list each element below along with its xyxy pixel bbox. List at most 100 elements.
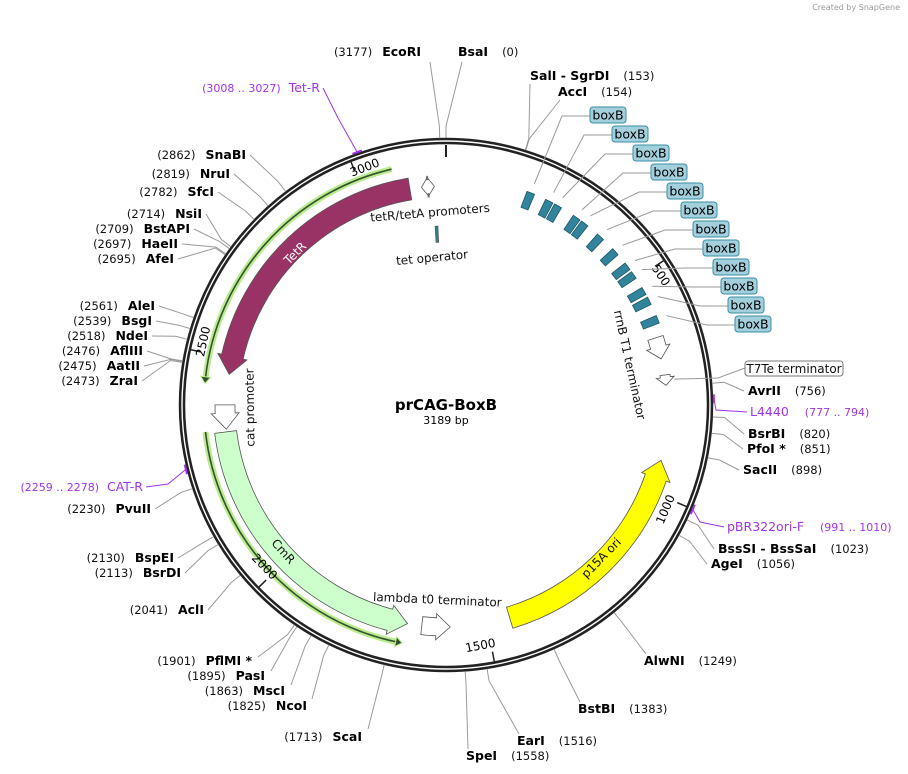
enzyme-site[interactable]: (2130) BspEI (87, 550, 174, 565)
enzyme-site[interactable]: AvrII (756) (748, 383, 826, 398)
enzyme-label[interactable]: (2476) AflIII (62, 343, 143, 358)
feature-rrnb-t1-terminator[interactable] (645, 334, 671, 360)
enzyme-label[interactable]: (3177) EcoRI (334, 44, 421, 59)
enzyme-site[interactable]: (1825) NcoI (228, 698, 307, 713)
primer-mark[interactable] (689, 504, 696, 515)
enzyme-site[interactable]: (3177) EcoRI (334, 44, 421, 59)
enzyme-site[interactable]: (2539) BsgI (73, 313, 152, 328)
enzyme-site[interactable]: (2819) NruI (152, 166, 230, 181)
enzyme-label[interactable]: (2113) BsrDI (95, 565, 181, 580)
enzyme-site[interactable]: (2113) BsrDI (95, 565, 181, 580)
enzyme-site[interactable]: (2518) NdeI (67, 328, 148, 343)
boxb-site[interactable] (599, 248, 619, 267)
enzyme-site[interactable]: BsaI (0) (458, 44, 518, 59)
feature-cmr[interactable] (214, 430, 409, 636)
enzyme-site[interactable]: (2561) AleI (80, 298, 155, 313)
enzyme-label[interactable]: SpeI (1558) (466, 748, 549, 763)
feature-lambda-t0-terminator[interactable] (420, 612, 451, 641)
boxb-site[interactable] (545, 203, 563, 224)
enzyme-label[interactable]: (2695) AfeI (98, 251, 175, 266)
enzyme-site[interactable]: SpeI (1558) (466, 748, 549, 763)
boxb-site[interactable] (537, 198, 554, 219)
enzyme-label[interactable]: (2130) BspEI (87, 550, 174, 565)
enzyme-label[interactable]: (2714) NsiI (127, 206, 202, 221)
enzyme-label[interactable]: EarI (1516) (517, 733, 597, 748)
enzyme-label[interactable]: (2041) AclI (130, 602, 204, 617)
primer-label[interactable]: (2259 .. 2278) CAT-R (20, 479, 143, 494)
boxb-label-box[interactable] (720, 277, 758, 295)
enzyme-label[interactable]: BsaI (0) (458, 44, 518, 59)
boxb-label-box[interactable] (632, 144, 670, 162)
enzyme-site[interactable]: (1901) PflMI * (157, 653, 252, 668)
enzyme-label[interactable]: (2819) NruI (152, 166, 230, 181)
enzyme-label[interactable]: BsrBI (820) (748, 426, 830, 441)
enzyme-label[interactable]: (2697) HaeII (93, 236, 178, 251)
enzyme-site[interactable]: (2714) NsiI (127, 206, 202, 221)
boxb-label-box[interactable] (650, 163, 688, 181)
enzyme-label[interactable]: (2782) SfcI (139, 184, 214, 199)
enzyme-site[interactable]: (2695) AfeI (98, 251, 175, 266)
enzyme-site[interactable]: AgeI (1056) (711, 556, 795, 571)
enzyme-site[interactable]: (2709) BstAPI (95, 221, 190, 236)
feature-tetr[interactable] (217, 177, 413, 376)
enzyme-label[interactable]: (2518) NdeI (67, 328, 148, 343)
boxb-site[interactable] (563, 214, 581, 235)
boxb-label-box[interactable] (611, 125, 649, 143)
boxb-site[interactable] (640, 314, 660, 330)
enzyme-label[interactable]: AgeI (1056) (711, 556, 795, 571)
enzyme-label[interactable]: (2539) BsgI (73, 313, 152, 328)
enzyme-label[interactable]: (2473) ZraI (61, 373, 138, 388)
enzyme-label[interactable]: (2230) PvuII (67, 501, 151, 516)
enzyme-label[interactable]: (2561) AleI (80, 298, 155, 313)
boxb-label-box[interactable] (727, 296, 765, 314)
boxb-site[interactable] (617, 271, 637, 289)
enzyme-site[interactable]: (2475) AatII (58, 358, 140, 373)
feature-tetr-teta-promoters[interactable] (421, 175, 435, 199)
enzyme-label[interactable]: SalI - SgrDI (153) (530, 68, 654, 83)
enzyme-label[interactable]: (1901) PflMI * (157, 653, 252, 668)
enzyme-site[interactable]: (2697) HaeII (93, 236, 178, 251)
feature-p15a-ori[interactable] (506, 459, 671, 629)
enzyme-label[interactable]: (2709) BstAPI (95, 221, 190, 236)
boxb-label-box[interactable] (680, 201, 718, 219)
enzyme-site[interactable]: (2862) SnaBI (157, 147, 246, 162)
enzyme-label[interactable]: AccI (154) (558, 84, 632, 99)
enzyme-site[interactable]: BsrBI (820) (748, 426, 830, 441)
boxb-site[interactable] (611, 262, 631, 281)
feature-cat-promoter[interactable] (210, 404, 240, 430)
boxb-site[interactable] (585, 233, 605, 253)
enzyme-site[interactable]: BstBI (1383) (578, 701, 667, 716)
enzyme-site[interactable]: SacII (898) (743, 462, 822, 477)
enzyme-site[interactable]: SalI - SgrDI (153) (530, 68, 654, 83)
enzyme-site[interactable]: (2041) AclI (130, 602, 204, 617)
enzyme-label[interactable]: (1895) PasI (187, 668, 265, 683)
enzyme-site[interactable]: (1863) MscI (205, 683, 285, 698)
boxb-site[interactable] (626, 286, 647, 304)
boxb-label-box[interactable] (692, 220, 730, 238)
enzyme-site[interactable]: (2473) ZraI (61, 373, 138, 388)
boxb-site[interactable] (570, 220, 589, 240)
enzyme-site[interactable]: (2782) SfcI (139, 184, 214, 199)
feature-t7te-terminator[interactable] (655, 373, 676, 386)
enzyme-site[interactable]: (1713) ScaI (284, 729, 362, 744)
enzyme-label[interactable]: (1713) ScaI (284, 729, 362, 744)
primer-label[interactable]: L4440 (777 .. 794) (750, 404, 869, 419)
enzyme-site[interactable]: (2476) AflIII (62, 343, 143, 358)
enzyme-site[interactable]: AlwNI (1249) (644, 653, 737, 668)
enzyme-site[interactable]: EarI (1516) (517, 733, 597, 748)
boxb-label-box[interactable] (734, 315, 772, 333)
primer-label[interactable]: pBR322ori-F (991 .. 1010) (727, 519, 892, 534)
enzyme-label[interactable]: BstBI (1383) (578, 701, 667, 716)
enzyme-label[interactable]: AvrII (756) (748, 383, 826, 398)
enzyme-label[interactable]: (1825) NcoI (228, 698, 307, 713)
enzyme-site[interactable]: PfoI * (851) (747, 441, 831, 456)
boxb-label-box[interactable] (589, 106, 627, 124)
enzyme-site[interactable]: (1895) PasI (187, 668, 265, 683)
boxb-label-box[interactable] (666, 182, 704, 200)
enzyme-label[interactable]: AlwNI (1249) (644, 653, 737, 668)
boxb-site[interactable] (520, 190, 536, 211)
boxb-label-box[interactable] (712, 258, 750, 276)
enzyme-site[interactable]: AccI (154) (558, 84, 632, 99)
enzyme-label[interactable]: (2862) SnaBI (157, 147, 246, 162)
primer-label[interactable]: (3008 .. 3027) Tet-R (202, 80, 320, 95)
